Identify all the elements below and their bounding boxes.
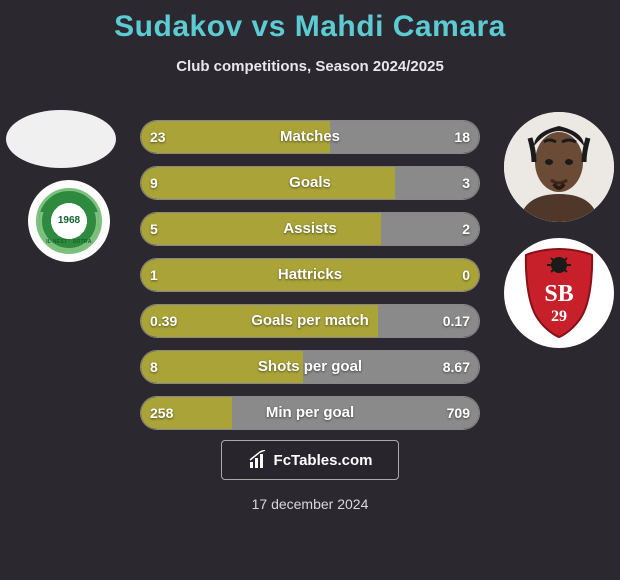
- bar-left: [141, 259, 479, 291]
- club-left-badge: 1968 IL NEST · SOTRA: [28, 180, 110, 262]
- bar-right: [303, 351, 479, 383]
- bar-left: [141, 397, 232, 429]
- bar-right: [330, 121, 479, 153]
- bar-right: [395, 167, 480, 199]
- page-subtitle: Club competitions, Season 2024/2025: [0, 58, 620, 75]
- club-left-name: IL NEST · SOTRA: [46, 239, 92, 245]
- bar-left: [141, 167, 395, 199]
- brand-box[interactable]: FcTables.com: [221, 440, 399, 480]
- stat-row: Goals per match0.390.17: [140, 304, 480, 338]
- bar-left: [141, 121, 330, 153]
- date-line: 17 december 2024: [0, 496, 620, 512]
- stat-row: Assists52: [140, 212, 480, 246]
- player-left-avatar: [6, 110, 116, 168]
- club-right-number: 29: [551, 308, 567, 325]
- bar-right: [232, 397, 479, 429]
- stat-row: Min per goal258709: [140, 396, 480, 430]
- bar-right: [378, 305, 479, 337]
- brand-text: FcTables.com: [274, 452, 373, 469]
- bar-left: [141, 305, 378, 337]
- bar-left: [141, 351, 303, 383]
- stat-row: Matches2318: [140, 120, 480, 154]
- brand-icon: [248, 450, 268, 470]
- stat-row: Shots per goal88.67: [140, 350, 480, 384]
- bar-left: [141, 213, 381, 245]
- player-right-avatar: [504, 112, 614, 222]
- bar-right: [381, 213, 479, 245]
- stat-row: Goals93: [140, 166, 480, 200]
- stat-row: Hattricks10: [140, 258, 480, 292]
- club-right-badge: SB 29: [504, 238, 614, 348]
- page-title: Sudakov vs Mahdi Camara: [0, 0, 620, 44]
- club-right-initials: SB: [544, 281, 573, 307]
- comparison-chart: Matches2318 Goals93 Assists52 Hattricks10 Go…: [140, 120, 480, 442]
